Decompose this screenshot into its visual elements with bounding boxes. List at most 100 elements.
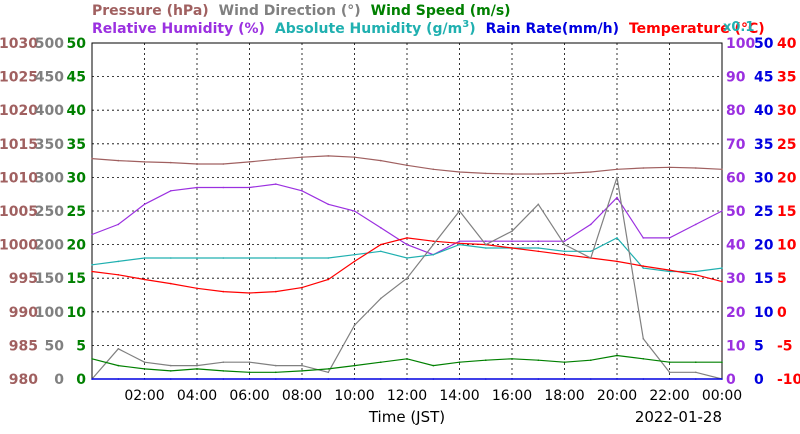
y-tick-label: 1030 [0,36,38,52]
data-point [695,167,697,169]
x-tick-labels: 02:00 04:00 06:00 08:00 10:00 12:00 14:00 16:00… [124,388,742,404]
data-point [432,253,435,256]
legend: Pressure (hPa) Wind Direction (°) Wind Spe… [92,3,765,37]
x-tick-label: 12:00 [387,388,427,404]
data-point [721,378,723,380]
data-point [380,159,382,162]
data-point [327,155,330,157]
data-point [485,172,487,175]
data-point [458,378,461,380]
data-point [668,270,671,273]
data-point [590,250,592,253]
data-point [196,257,198,259]
y-tick-label: 100 [726,36,755,52]
data-point [196,186,198,189]
data-point [668,361,671,364]
y-tick-label: 1000 [0,238,38,254]
data-point [458,210,461,212]
data-point [301,286,303,289]
y-tick-label: 0 [777,305,787,321]
data-point [458,242,461,245]
data-point [695,371,697,374]
data-point [616,168,618,171]
y-tick-label: 50 [67,36,87,52]
data-point [642,378,645,380]
data-point [248,361,251,364]
data-point [537,203,540,206]
legend-superscript: 3 [462,19,469,30]
y-tick-label: 995 [9,271,38,287]
data-point [406,277,408,280]
data-point [721,210,723,212]
y-tick-label: 30 [777,103,797,119]
y-tick-label: 25 [754,204,773,220]
data-point [380,361,382,364]
grid [91,42,723,380]
data-point [616,196,618,199]
data-point [143,361,146,364]
legend-entry: Relative Humidity (%) [92,21,265,37]
data-point [721,168,723,171]
y-tick-label: 450 [35,70,64,86]
y-tick-label: 45 [67,70,86,86]
data-point [353,324,356,327]
y-tick-label: 1025 [0,70,38,86]
data-point [248,371,251,374]
data-point [485,247,487,249]
y-tick-label: 350 [35,137,64,153]
y-tick-label: 50 [754,36,774,52]
legend-factor: x0.1 [723,20,754,35]
data-point [91,157,93,160]
data-point [642,237,645,239]
y-tick-label: 30 [754,170,774,186]
x-tick-label: 06:00 [229,388,269,404]
data-point [590,257,592,259]
data-point [406,164,408,167]
data-point [695,361,697,364]
data-point [117,274,120,276]
y-tick-label: 15 [777,204,796,220]
y-tick-label: 980 [9,372,38,388]
data-point [222,378,225,380]
data-point [327,368,330,370]
y-tick-label: 300 [35,170,64,186]
data-point [248,161,251,163]
data-point [432,240,435,242]
data-point [327,278,330,281]
y-tick-label: 5 [76,338,86,354]
data-point [432,378,435,380]
y-tick-label: 1020 [0,103,38,119]
data-point [616,237,618,239]
data-point [563,240,566,242]
x-axis-label: Time (JST) [368,408,445,426]
y-tick-label: 20 [777,170,797,186]
y-tick-label: 30 [67,170,87,186]
legend-close: ) [469,21,475,37]
data-point [91,358,93,360]
data-point [458,243,461,246]
data-point [275,257,277,259]
y-tick-label: 30 [726,271,746,287]
data-point [642,337,645,340]
y-tick-label: 40 [777,36,797,52]
data-point [642,265,645,267]
data-point [458,361,461,364]
data-point [353,260,356,263]
y-tick-label: 25 [67,204,86,220]
y-tick-label: 1005 [0,204,38,220]
data-point [170,161,172,164]
y-tick-label: 0 [76,372,86,388]
y-tick-label: 100 [35,305,64,321]
data-point [406,378,408,380]
data-point [642,167,645,169]
y-tick-label: 985 [9,338,38,354]
y-tick-label: 1015 [0,137,38,153]
y-tick-label: 25 [777,137,796,153]
y-tick-label: 5 [777,271,787,287]
x-tick-label: 14:00 [439,388,479,404]
data-point [406,243,408,246]
data-point [170,282,172,285]
x-tick-label: 00:00 [702,388,742,404]
data-point [511,240,513,242]
